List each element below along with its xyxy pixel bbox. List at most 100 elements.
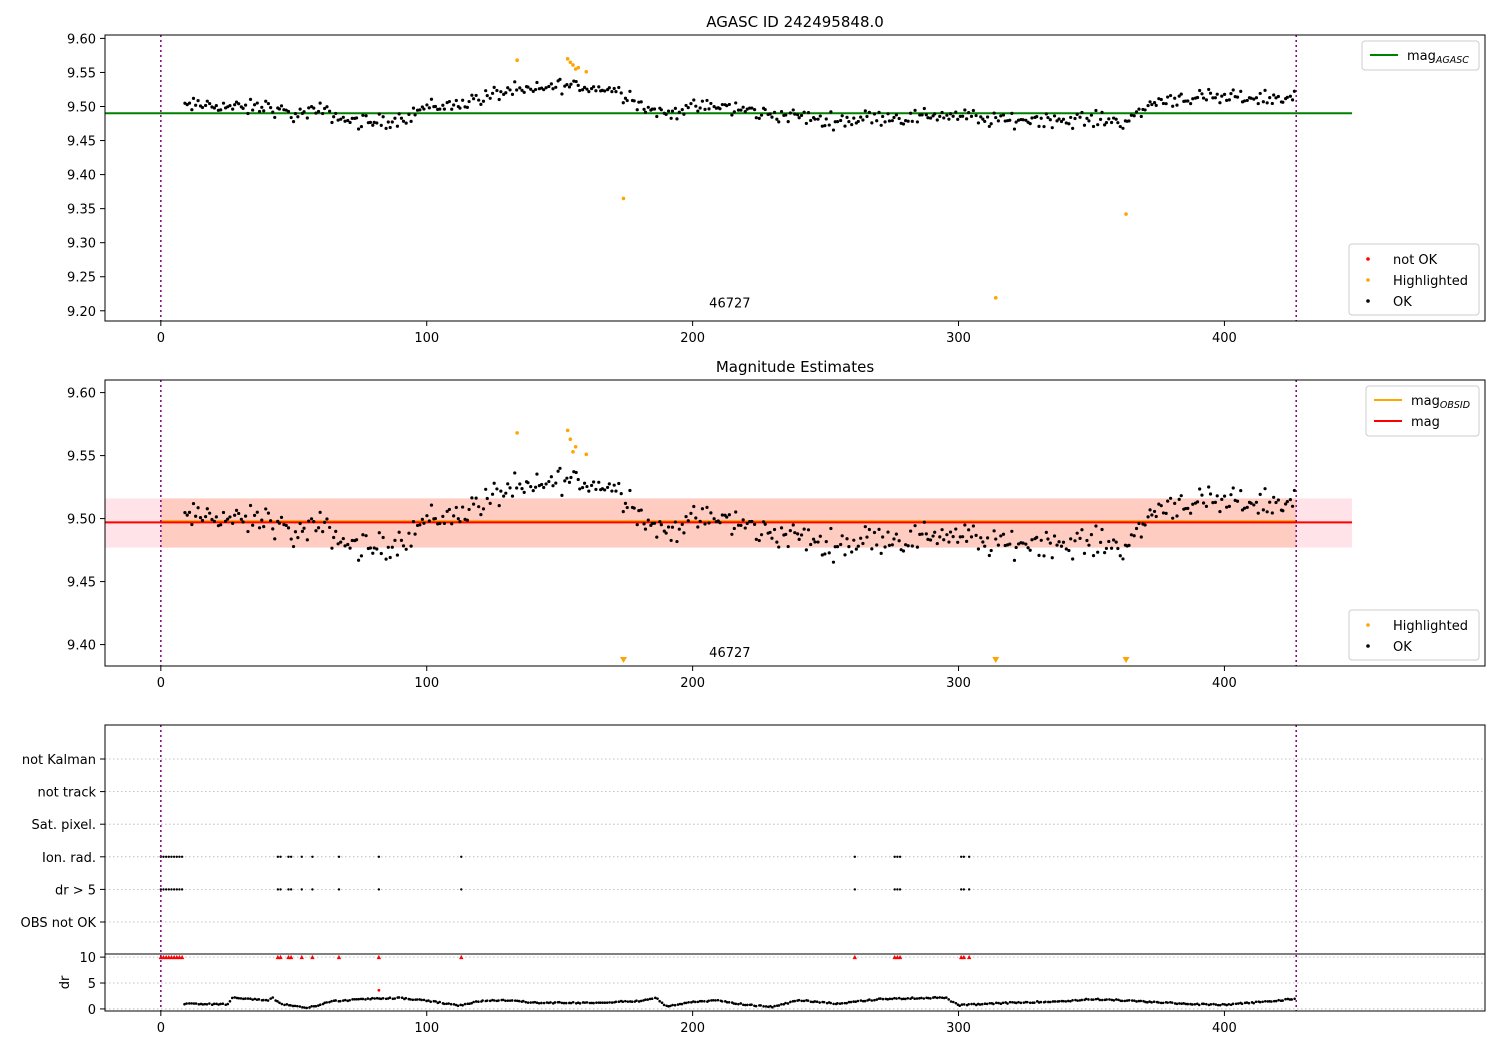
ok-point [965,117,969,121]
dr-point [621,1000,625,1004]
ok-point [401,544,406,548]
ok-point [296,535,300,540]
ok-point [1171,104,1175,108]
ok-point [1064,547,1068,551]
ok-point [305,538,309,542]
ok-point [720,513,724,517]
ok-point [381,535,385,540]
ok-point [689,511,693,515]
flag-point [170,855,173,858]
dr-point [278,1001,281,1005]
dr-point [1150,1001,1153,1004]
ok-point [621,509,625,514]
dr-point [242,997,245,1001]
ok-point [942,116,946,120]
ok-point [587,90,591,94]
ok-point [852,116,856,120]
dr-point [353,997,357,1001]
flag-point [460,888,463,891]
ok-point [673,520,677,524]
ok-point [576,83,580,87]
ok-point [777,545,781,549]
dr-point [873,998,876,1002]
ok-point [612,86,616,91]
ok-point [1252,97,1256,101]
dr-point [1135,1000,1138,1003]
ok-point [1010,111,1014,115]
dr-point [219,1002,222,1006]
ok-point [497,504,501,508]
ok-point [1057,117,1061,121]
ok-point [763,522,767,526]
ok-point [770,536,774,540]
dr-point [526,1001,530,1004]
ok-point [1265,101,1269,105]
ok-point [307,106,311,110]
ok-point [1270,511,1274,515]
ok-point [727,102,731,107]
ok-point [958,535,962,539]
dr-point [447,1002,451,1005]
y-tick-label: 0 [88,1003,96,1018]
ok-point [1213,96,1217,100]
dr-point [1231,1002,1235,1006]
axes-frame [104,724,1486,1012]
ok-point [999,534,1003,538]
ok-point [619,91,623,95]
ok-point [994,537,998,541]
ok-point [420,517,424,521]
ok-point [1085,116,1089,120]
ok-point [346,118,350,123]
ok-point [813,540,817,544]
ok-point [788,111,792,115]
ok-point [850,550,854,554]
y-tick-label: 9.50 [67,513,96,528]
dr-point [289,1004,292,1007]
ok-point [1094,524,1098,528]
ok-point [707,521,711,525]
ok-point [1082,551,1087,555]
dr-point [1125,999,1129,1002]
dr-point [533,1000,537,1004]
ok-point [547,84,551,89]
ok-point [614,90,618,94]
ok-point [298,521,302,526]
ok-point [470,496,474,500]
ok-point [664,112,668,116]
dr-point [687,1000,690,1004]
highlighted-point [515,431,519,435]
flag-point [967,855,971,858]
ok-point [1242,506,1247,510]
ok-point [1116,121,1120,125]
ok-point [1218,101,1222,105]
ok-point [872,112,877,116]
highlighted-point [573,67,578,71]
ok-point [336,542,340,546]
dr-point [890,997,894,1001]
dr-point [373,997,376,1000]
ok-point [910,544,914,548]
x-tick-label: 300 [946,676,971,691]
ok-point [300,529,305,533]
dr-point [707,999,710,1003]
dr-capped-marker [288,954,294,960]
ok-point [757,538,761,543]
ok-point [1146,515,1150,519]
ok-point [597,480,601,484]
ok-point [768,530,772,535]
ok-point [560,493,564,497]
dr-point [744,1003,747,1007]
dr-point [224,1003,228,1007]
flag-point [167,888,171,891]
flag-point [276,888,280,891]
ok-point [1159,504,1163,508]
dr-point [515,999,519,1003]
ok-point [520,487,524,491]
ok-point [393,116,397,120]
dr-point [1218,1003,1222,1007]
ok-point [1107,117,1111,121]
ok-point [709,511,713,515]
y-tick-label: 10 [79,951,96,966]
ok-point [741,518,745,522]
ok-point [1198,487,1202,491]
